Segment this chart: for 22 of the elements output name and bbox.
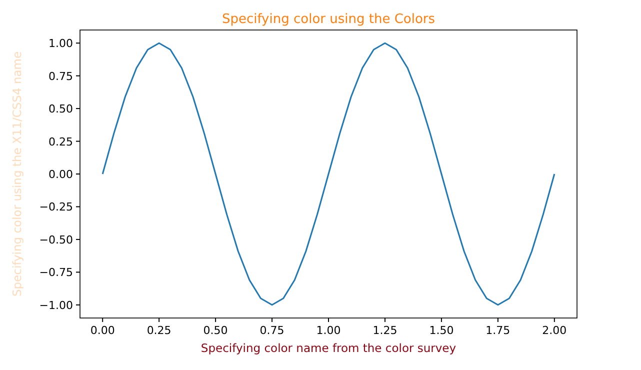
y-tick-label: −0.50: [39, 233, 73, 246]
x-axis-title: Specifying color name from the color survey: [200, 341, 456, 355]
x-tick-label: 1.25: [372, 324, 398, 337]
x-tick-label: 0.25: [146, 324, 172, 337]
line-series: [102, 42, 556, 306]
x-tick-label: 1.00: [316, 324, 341, 337]
x-tick-label: 2.00: [542, 324, 567, 337]
x-tick-label: 1.75: [486, 324, 510, 337]
chart-title: Specifying color using the Colors: [222, 12, 436, 27]
y-tick-label: 0.00: [48, 168, 73, 181]
x-tick-label: 0.75: [260, 324, 284, 337]
y-tick-label: −0.25: [39, 200, 73, 214]
y-tick-label: 0.50: [48, 102, 73, 116]
y-tick-label: −1.00: [39, 298, 73, 312]
x-tick-label: 0.00: [90, 324, 115, 337]
y-axis-title: Specifying color using the X11/CSS4 name: [10, 51, 24, 297]
y-tick-label: 0.25: [48, 135, 73, 148]
y-tick-label: 1.00: [48, 37, 73, 50]
y-tick-label: −0.75: [39, 266, 73, 280]
y-tick-label: 0.75: [48, 70, 73, 83]
x-tick-label: 1.50: [429, 324, 454, 337]
x-tick-label: 0.50: [203, 324, 228, 337]
